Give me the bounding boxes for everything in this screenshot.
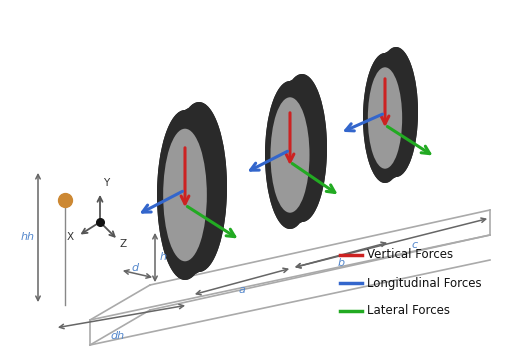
Ellipse shape <box>163 129 207 261</box>
Text: Z: Z <box>120 239 127 249</box>
Text: d: d <box>131 263 138 273</box>
Text: c: c <box>412 240 418 250</box>
Ellipse shape <box>368 67 402 169</box>
Ellipse shape <box>265 81 315 229</box>
Text: Y: Y <box>103 178 109 188</box>
Text: dh: dh <box>111 331 125 341</box>
Text: Longitudinal Forces: Longitudinal Forces <box>367 276 482 289</box>
Ellipse shape <box>363 53 407 183</box>
Polygon shape <box>385 47 418 183</box>
Ellipse shape <box>171 102 227 272</box>
Text: Lateral Forces: Lateral Forces <box>367 305 450 317</box>
Text: a: a <box>238 285 245 295</box>
Text: b: b <box>337 258 344 268</box>
Ellipse shape <box>271 97 310 213</box>
Polygon shape <box>290 74 327 229</box>
Polygon shape <box>185 102 227 280</box>
Polygon shape <box>363 47 396 183</box>
Text: hh: hh <box>21 232 35 242</box>
Text: h: h <box>160 252 167 262</box>
Ellipse shape <box>157 110 213 280</box>
Text: X: X <box>67 232 74 242</box>
Polygon shape <box>265 74 302 229</box>
Text: Vertical Forces: Vertical Forces <box>367 249 453 262</box>
Polygon shape <box>157 102 199 280</box>
Ellipse shape <box>277 74 327 222</box>
Ellipse shape <box>374 47 418 177</box>
